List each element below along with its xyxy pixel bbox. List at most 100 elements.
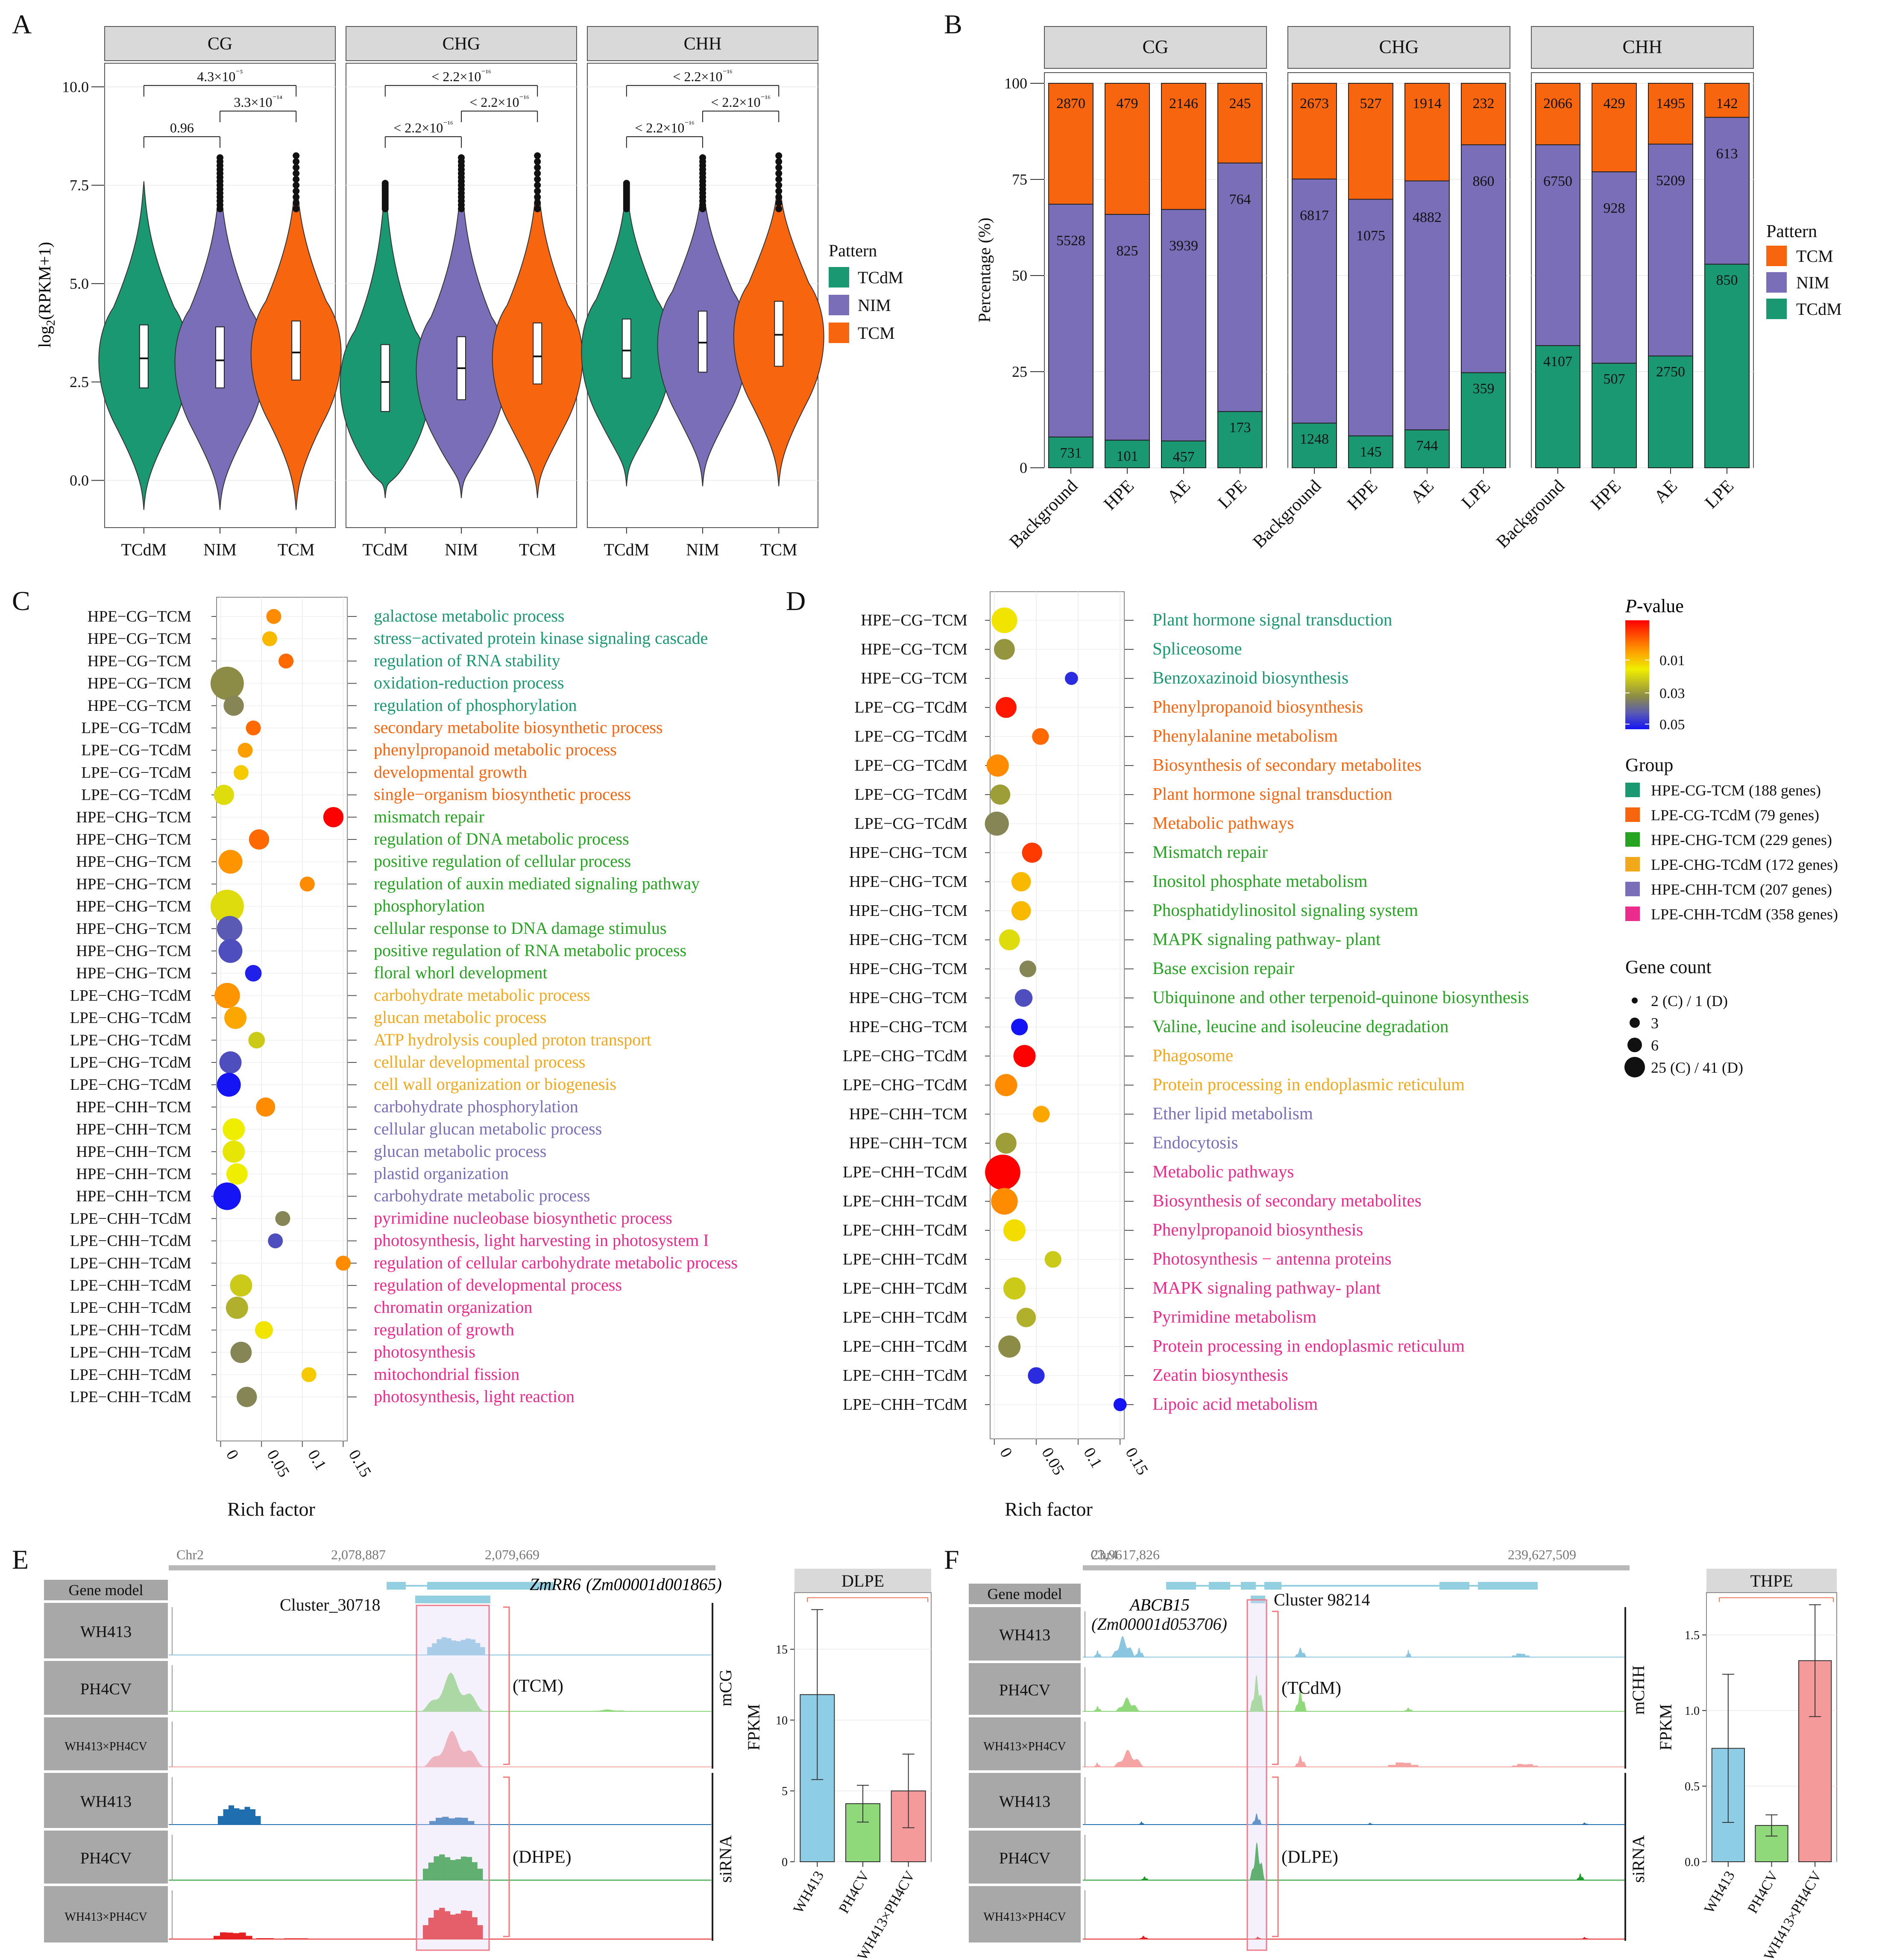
c-dot <box>256 1097 276 1117</box>
c-term-label: photosynthesis, light reaction <box>374 1387 575 1406</box>
c-group-label: LPE−CHH−TCdM <box>70 1388 191 1406</box>
b-bar-tcdm <box>1535 345 1580 468</box>
b-legend-title: Pattern <box>1766 222 1817 241</box>
f-track-bar <box>1516 1653 1521 1657</box>
e-gene-model-box <box>44 1580 168 1600</box>
e-track-bar <box>449 1818 455 1825</box>
ylabel-sub: 2 <box>44 320 58 326</box>
b-bar-tcm <box>1535 83 1580 145</box>
d-group-label: HPE−CHG−TCM <box>849 989 967 1007</box>
c-term-label: cellular developmental process <box>374 1052 585 1071</box>
legend-group-key <box>1625 882 1640 896</box>
c-group-label: LPE−CHH−TCdM <box>70 1321 191 1339</box>
a-outlier <box>534 182 541 189</box>
e-track-bar <box>428 1862 434 1880</box>
legend-pvalue-label: 0.01 <box>1659 653 1685 669</box>
d-term-label: Protein processing in endoplasmic reticu… <box>1152 1074 1465 1094</box>
e-track-bar <box>429 1821 436 1825</box>
f-track-peak <box>1580 1822 1589 1825</box>
a-facet-title: CHG <box>443 34 481 54</box>
e-gene-id: (Zm00001d001865) <box>586 1575 722 1594</box>
d-dot <box>991 1188 1018 1215</box>
a-legend-key <box>829 295 849 315</box>
legend-count-dot <box>1630 1018 1640 1028</box>
a-ytick-label: 10.0 <box>62 78 89 95</box>
e-sample-box <box>44 1886 168 1942</box>
a-xtick-label: NIM <box>203 540 237 559</box>
d-dot <box>1016 1308 1036 1327</box>
legend-count-title: Gene count <box>1625 957 1712 977</box>
e-track-bar <box>444 1857 451 1880</box>
e-bracket-note: (TCM) <box>513 1676 563 1696</box>
b-xtick-label: HPE <box>1100 476 1138 514</box>
d-term-label: Mismatch repair <box>1152 842 1268 862</box>
a-legend-label: NIM <box>858 296 891 315</box>
d-dot <box>1113 1398 1127 1411</box>
e-track-bar <box>442 1816 449 1825</box>
b-bar-tcdm <box>1348 435 1393 469</box>
legend-pvalue-bar <box>1625 620 1649 729</box>
d-term-label: MAPK signaling pathway- plant <box>1152 1278 1381 1297</box>
d-group-label: LPE−CG−TCdM <box>854 728 967 745</box>
a-facet-title: CHH <box>684 34 722 54</box>
b-data-label: 4882 <box>1413 209 1442 225</box>
a-pvalue: < 2.2×10⁻¹⁶ <box>469 94 529 110</box>
c-term-label: cell wall organization or biogenesis <box>374 1074 616 1094</box>
pvalue-exp: ⁻¹⁶ <box>722 68 732 78</box>
c-dot <box>224 1006 246 1029</box>
b-data-label: 825 <box>1117 243 1138 259</box>
b-data-label: 527 <box>1360 96 1382 111</box>
b-bar-tcm <box>1704 83 1750 118</box>
pvalue-base: < 2.2×10 <box>393 120 443 135</box>
f-track-peak <box>1403 1708 1414 1711</box>
a-outlier <box>775 194 783 201</box>
d-group-label: LPE−CHH−TCdM <box>843 1163 967 1181</box>
b-xtick-label: LPE <box>1701 476 1738 513</box>
f-sample-label: WH413 <box>999 1793 1050 1811</box>
f-sample-label: WH413 <box>999 1626 1050 1644</box>
b-data-label: 744 <box>1416 438 1438 454</box>
a-outlier <box>293 164 300 171</box>
b-ytick-label: 0 <box>1020 459 1027 476</box>
e-track-bar <box>444 1911 451 1939</box>
d-xlabel: Rich factor <box>1005 1498 1093 1520</box>
c-group-label: HPE−CHG−TCM <box>76 965 191 982</box>
f-fpkm-ytick-label: 1.5 <box>1685 1629 1700 1642</box>
f-gene-id: (Zm00001d053706) <box>1091 1614 1227 1634</box>
b-data-label: 6750 <box>1543 173 1572 189</box>
e-fpkm-ytick-label: 0 <box>782 1856 788 1869</box>
b-bar-nim <box>1592 171 1637 364</box>
a-outlier <box>293 188 300 195</box>
b-bar-nim <box>1105 214 1150 441</box>
c-group-label: HPE−CG−TCM <box>88 675 191 692</box>
a-outlier <box>217 154 223 161</box>
f-bracket-note: (TCdM) <box>1281 1678 1341 1698</box>
e-bracket <box>503 1776 510 1937</box>
f-track-bar <box>1395 1762 1404 1767</box>
f-sample-label: WH413×PH4CV <box>983 1910 1066 1924</box>
a-outlier <box>775 205 783 212</box>
a-outlier <box>534 152 541 159</box>
a-xtick-label: TCM <box>760 540 797 559</box>
c-term-label: cellular response to DNA damage stimulus <box>374 918 666 938</box>
c-dot <box>214 983 240 1009</box>
pvalue-base: 4.3×10 <box>197 69 235 84</box>
c-term-label: chromatin organization <box>374 1297 532 1317</box>
f-track-peak <box>1093 1706 1102 1711</box>
a-outlier <box>534 205 541 212</box>
e-track-bar <box>461 1856 467 1880</box>
a-xtick-label: NIM <box>686 540 719 559</box>
b-data-label: 850 <box>1716 272 1738 288</box>
legend-group-label: HPE-CG-TCM (188 genes) <box>1651 782 1821 799</box>
e-track-bar <box>455 1817 462 1825</box>
c-term-label: oxidation-reduction process <box>374 673 564 692</box>
f-track-bar <box>1522 1764 1528 1767</box>
b-bar-nim <box>1404 180 1450 431</box>
c-dot <box>275 1211 290 1226</box>
d-dot <box>1003 1277 1026 1300</box>
panel-label-d: D <box>786 586 806 616</box>
d-term-label: Phenylalanine metabolism <box>1152 726 1338 745</box>
f-sample-box <box>969 1886 1081 1942</box>
f-track-peak <box>1367 1822 1373 1825</box>
b-xtick-label: HPE <box>1587 476 1625 514</box>
